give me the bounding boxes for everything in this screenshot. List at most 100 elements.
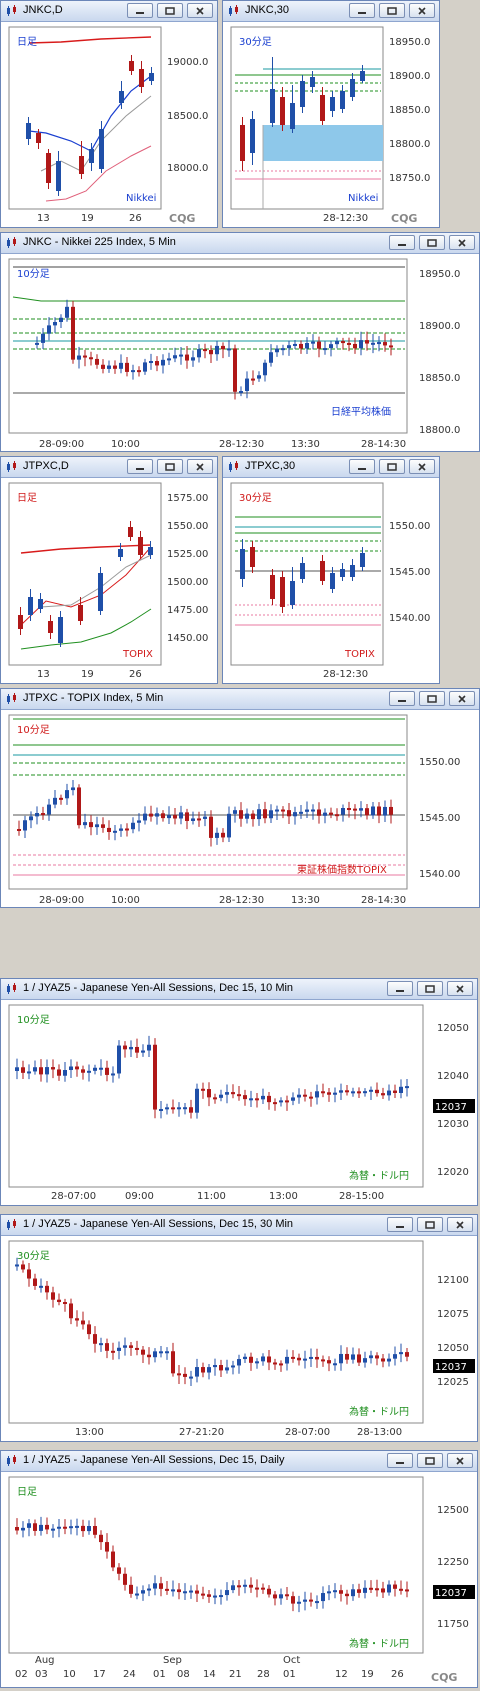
minimize-button[interactable]: [127, 3, 153, 18]
minimize-icon: [136, 467, 144, 470]
candle-body: [153, 1583, 157, 1589]
candle-body: [399, 1352, 403, 1355]
close-button[interactable]: [409, 459, 435, 474]
chart-area[interactable]: 10分足 日経平均株価 18950.0 18900.0 18850.0 1880…: [1, 253, 479, 451]
candle-body: [207, 1594, 211, 1597]
candle-body: [315, 1601, 319, 1604]
candle-body: [23, 820, 27, 831]
maximize-icon: [425, 1220, 435, 1229]
y-tick: 18900.0: [419, 321, 460, 332]
close-button[interactable]: [187, 459, 213, 474]
maximize-button[interactable]: [417, 1453, 443, 1468]
chart-area[interactable]: 12037 日足 為替・ドル円 12500 12250 11750 Aug Se…: [1, 1471, 477, 1687]
title-bar[interactable]: JTPXC,D: [1, 457, 217, 478]
candle-body: [231, 1585, 235, 1591]
close-button[interactable]: [449, 691, 475, 706]
candle-body: [225, 1092, 229, 1095]
candle-body: [149, 813, 153, 817]
maximize-button[interactable]: [417, 981, 443, 996]
minimize-button[interactable]: [387, 981, 413, 996]
maximize-icon: [425, 1456, 435, 1465]
candle-body: [293, 343, 297, 346]
chart-area[interactable]: 日足 Nikkei 19000.0 18500.0 18000.0 13 19 …: [1, 21, 217, 227]
x-tick: 28-12:30: [219, 895, 264, 906]
candle-body: [99, 1534, 103, 1543]
chart-area[interactable]: 30分足 Nikkei 18950.0 18900.0 18850.0 1880…: [223, 21, 439, 227]
candle-body: [339, 1353, 343, 1364]
close-button[interactable]: [187, 3, 213, 18]
close-button[interactable]: [447, 1217, 473, 1232]
maximize-button[interactable]: [417, 1217, 443, 1232]
minimize-button[interactable]: [389, 235, 415, 250]
minimize-button[interactable]: [349, 459, 375, 474]
title-bar[interactable]: 1 / JYAZ5 - Japanese Yen-All Sessions, D…: [1, 1215, 477, 1236]
candle-body: [155, 361, 159, 366]
title-bar[interactable]: JNKC - Nikkei 225 Index, 5 Min: [1, 233, 479, 254]
candle-body: [269, 352, 273, 363]
candle-body: [83, 822, 87, 826]
candle-body: [393, 1354, 397, 1359]
candle-body: [171, 1351, 175, 1374]
candle-body: [27, 1523, 31, 1528]
title-bar[interactable]: JTPXC - TOPIX Index, 5 Min: [1, 689, 479, 710]
candle-body: [359, 340, 363, 349]
chart-area[interactable]: 30分足 TOPIX 1550.00 1545.00 1540.00 28-12…: [223, 477, 439, 683]
candle-body: [119, 828, 123, 831]
x-tick: 14: [203, 1669, 216, 1680]
title-bar[interactable]: 1 / JYAZ5 - Japanese Yen-All Sessions, D…: [1, 1451, 477, 1472]
minimize-button[interactable]: [387, 1453, 413, 1468]
minimize-icon: [396, 1225, 404, 1228]
candle-body: [99, 1067, 103, 1070]
close-button[interactable]: [447, 1453, 473, 1468]
title-bar[interactable]: JNKC,30: [223, 1, 439, 22]
x-tick: 10:00: [111, 439, 140, 450]
minimize-button[interactable]: [389, 691, 415, 706]
y-tick: 1540.00: [389, 613, 430, 624]
maximize-button[interactable]: [419, 235, 445, 250]
chart-area[interactable]: 12037 10分足 為替・ドル円 12050 12040 12030 1202…: [1, 999, 477, 1205]
y-tick: 1450.00: [167, 633, 208, 644]
candle-body: [387, 1584, 391, 1593]
title-bar[interactable]: 1 / JYAZ5 - Japanese Yen-All Sessions, D…: [1, 979, 477, 1000]
maximize-button[interactable]: [157, 3, 183, 18]
chart-area[interactable]: 日足 TOPIX 1575.00 1550.00 1525.00 1500.00…: [1, 477, 217, 683]
maximize-button[interactable]: [157, 459, 183, 474]
candle-body: [335, 814, 339, 817]
window-title: 1 / JYAZ5 - Japanese Yen-All Sessions, D…: [23, 982, 294, 994]
candle-body: [137, 820, 141, 823]
candle-body: [281, 348, 285, 351]
chart-footer: TOPIX: [122, 649, 153, 660]
candle-body: [51, 1292, 55, 1300]
maximize-icon: [165, 462, 175, 471]
candle-body: [77, 787, 81, 826]
candle-body: [77, 355, 81, 360]
minimize-button[interactable]: [127, 459, 153, 474]
close-button[interactable]: [447, 981, 473, 996]
maximize-button[interactable]: [419, 691, 445, 706]
close-button[interactable]: [409, 3, 435, 18]
window-topix-5min: JTPXC - TOPIX Index, 5 Min 10分足 東証株価指数TO…: [0, 688, 480, 908]
y-tick: 11750: [437, 1619, 469, 1630]
minimize-button[interactable]: [387, 1217, 413, 1232]
x-tick: Sep: [163, 1655, 182, 1666]
close-icon: [418, 6, 426, 15]
chart-area[interactable]: 10分足 東証株価指数TOPIX 1550.00 1545.00 1540.00…: [1, 709, 479, 907]
maximize-button[interactable]: [379, 3, 405, 18]
candle-body: [87, 1526, 91, 1532]
minimize-button[interactable]: [349, 3, 375, 18]
maximize-button[interactable]: [379, 459, 405, 474]
candle-body: [161, 813, 165, 819]
candle-body: [387, 1358, 391, 1362]
candle-body: [375, 1089, 379, 1094]
chart-area[interactable]: 12037 30分足 為替・ドル円 12100 12075 12050 1202…: [1, 1235, 477, 1441]
candle-body: [399, 1588, 403, 1591]
last-price: 12037: [435, 1102, 467, 1113]
close-button[interactable]: [449, 235, 475, 250]
candle-body: [377, 806, 381, 816]
candle-body: [351, 1589, 355, 1597]
title-bar[interactable]: JNKC,D: [1, 1, 217, 22]
candle-body: [207, 1089, 211, 1098]
candle-body: [65, 306, 69, 318]
title-bar[interactable]: JTPXC,30: [223, 457, 439, 478]
candle-body: [53, 321, 57, 326]
